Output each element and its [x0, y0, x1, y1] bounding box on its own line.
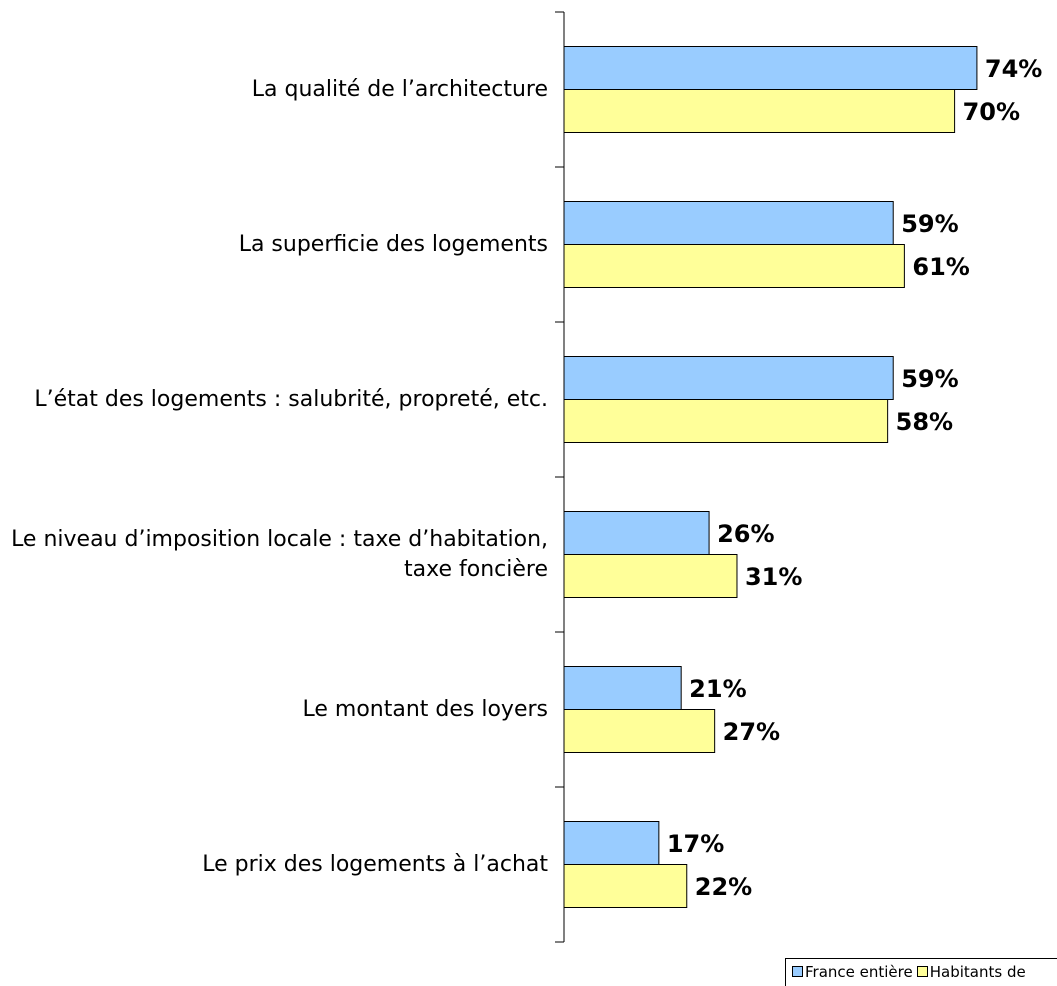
bar [563, 356, 894, 400]
bar [563, 666, 682, 710]
value-label: 61% [912, 253, 969, 281]
bar [563, 511, 710, 555]
value-label: 31% [745, 563, 802, 591]
bar [563, 864, 688, 908]
category-label: La superficie des logements [238, 231, 548, 257]
value-label: 59% [901, 210, 958, 238]
bar [563, 709, 716, 753]
legend-swatch [792, 966, 803, 977]
category-label: La qualité de l’architecture [251, 76, 548, 102]
value-label: 58% [896, 408, 953, 436]
legend: France entière Habitants de [785, 958, 1057, 986]
bar [563, 244, 905, 288]
legend-label: Habitants de [929, 963, 1026, 981]
bar [563, 89, 956, 133]
value-label: 27% [723, 718, 780, 746]
value-label: 70% [963, 98, 1020, 126]
bar [563, 201, 894, 245]
value-label: 26% [717, 520, 774, 548]
value-label: 59% [901, 365, 958, 393]
category-label: Le niveau d’imposition locale : taxe d’h… [11, 526, 548, 582]
category-label: Le montant des loyers [302, 696, 549, 722]
value-label: 22% [695, 873, 752, 901]
value-label: 17% [667, 830, 724, 858]
legend-label: France entière [805, 963, 913, 981]
legend-swatch [916, 966, 928, 977]
value-label: 21% [689, 675, 746, 703]
bar [563, 399, 889, 443]
category-label: Le prix des logements à l’achat [202, 851, 548, 877]
bar [563, 821, 660, 865]
bar [563, 554, 738, 598]
value-label: 74% [985, 55, 1042, 83]
category-label: L’état des logements : salubrité, propre… [34, 386, 548, 412]
bar [563, 46, 978, 90]
